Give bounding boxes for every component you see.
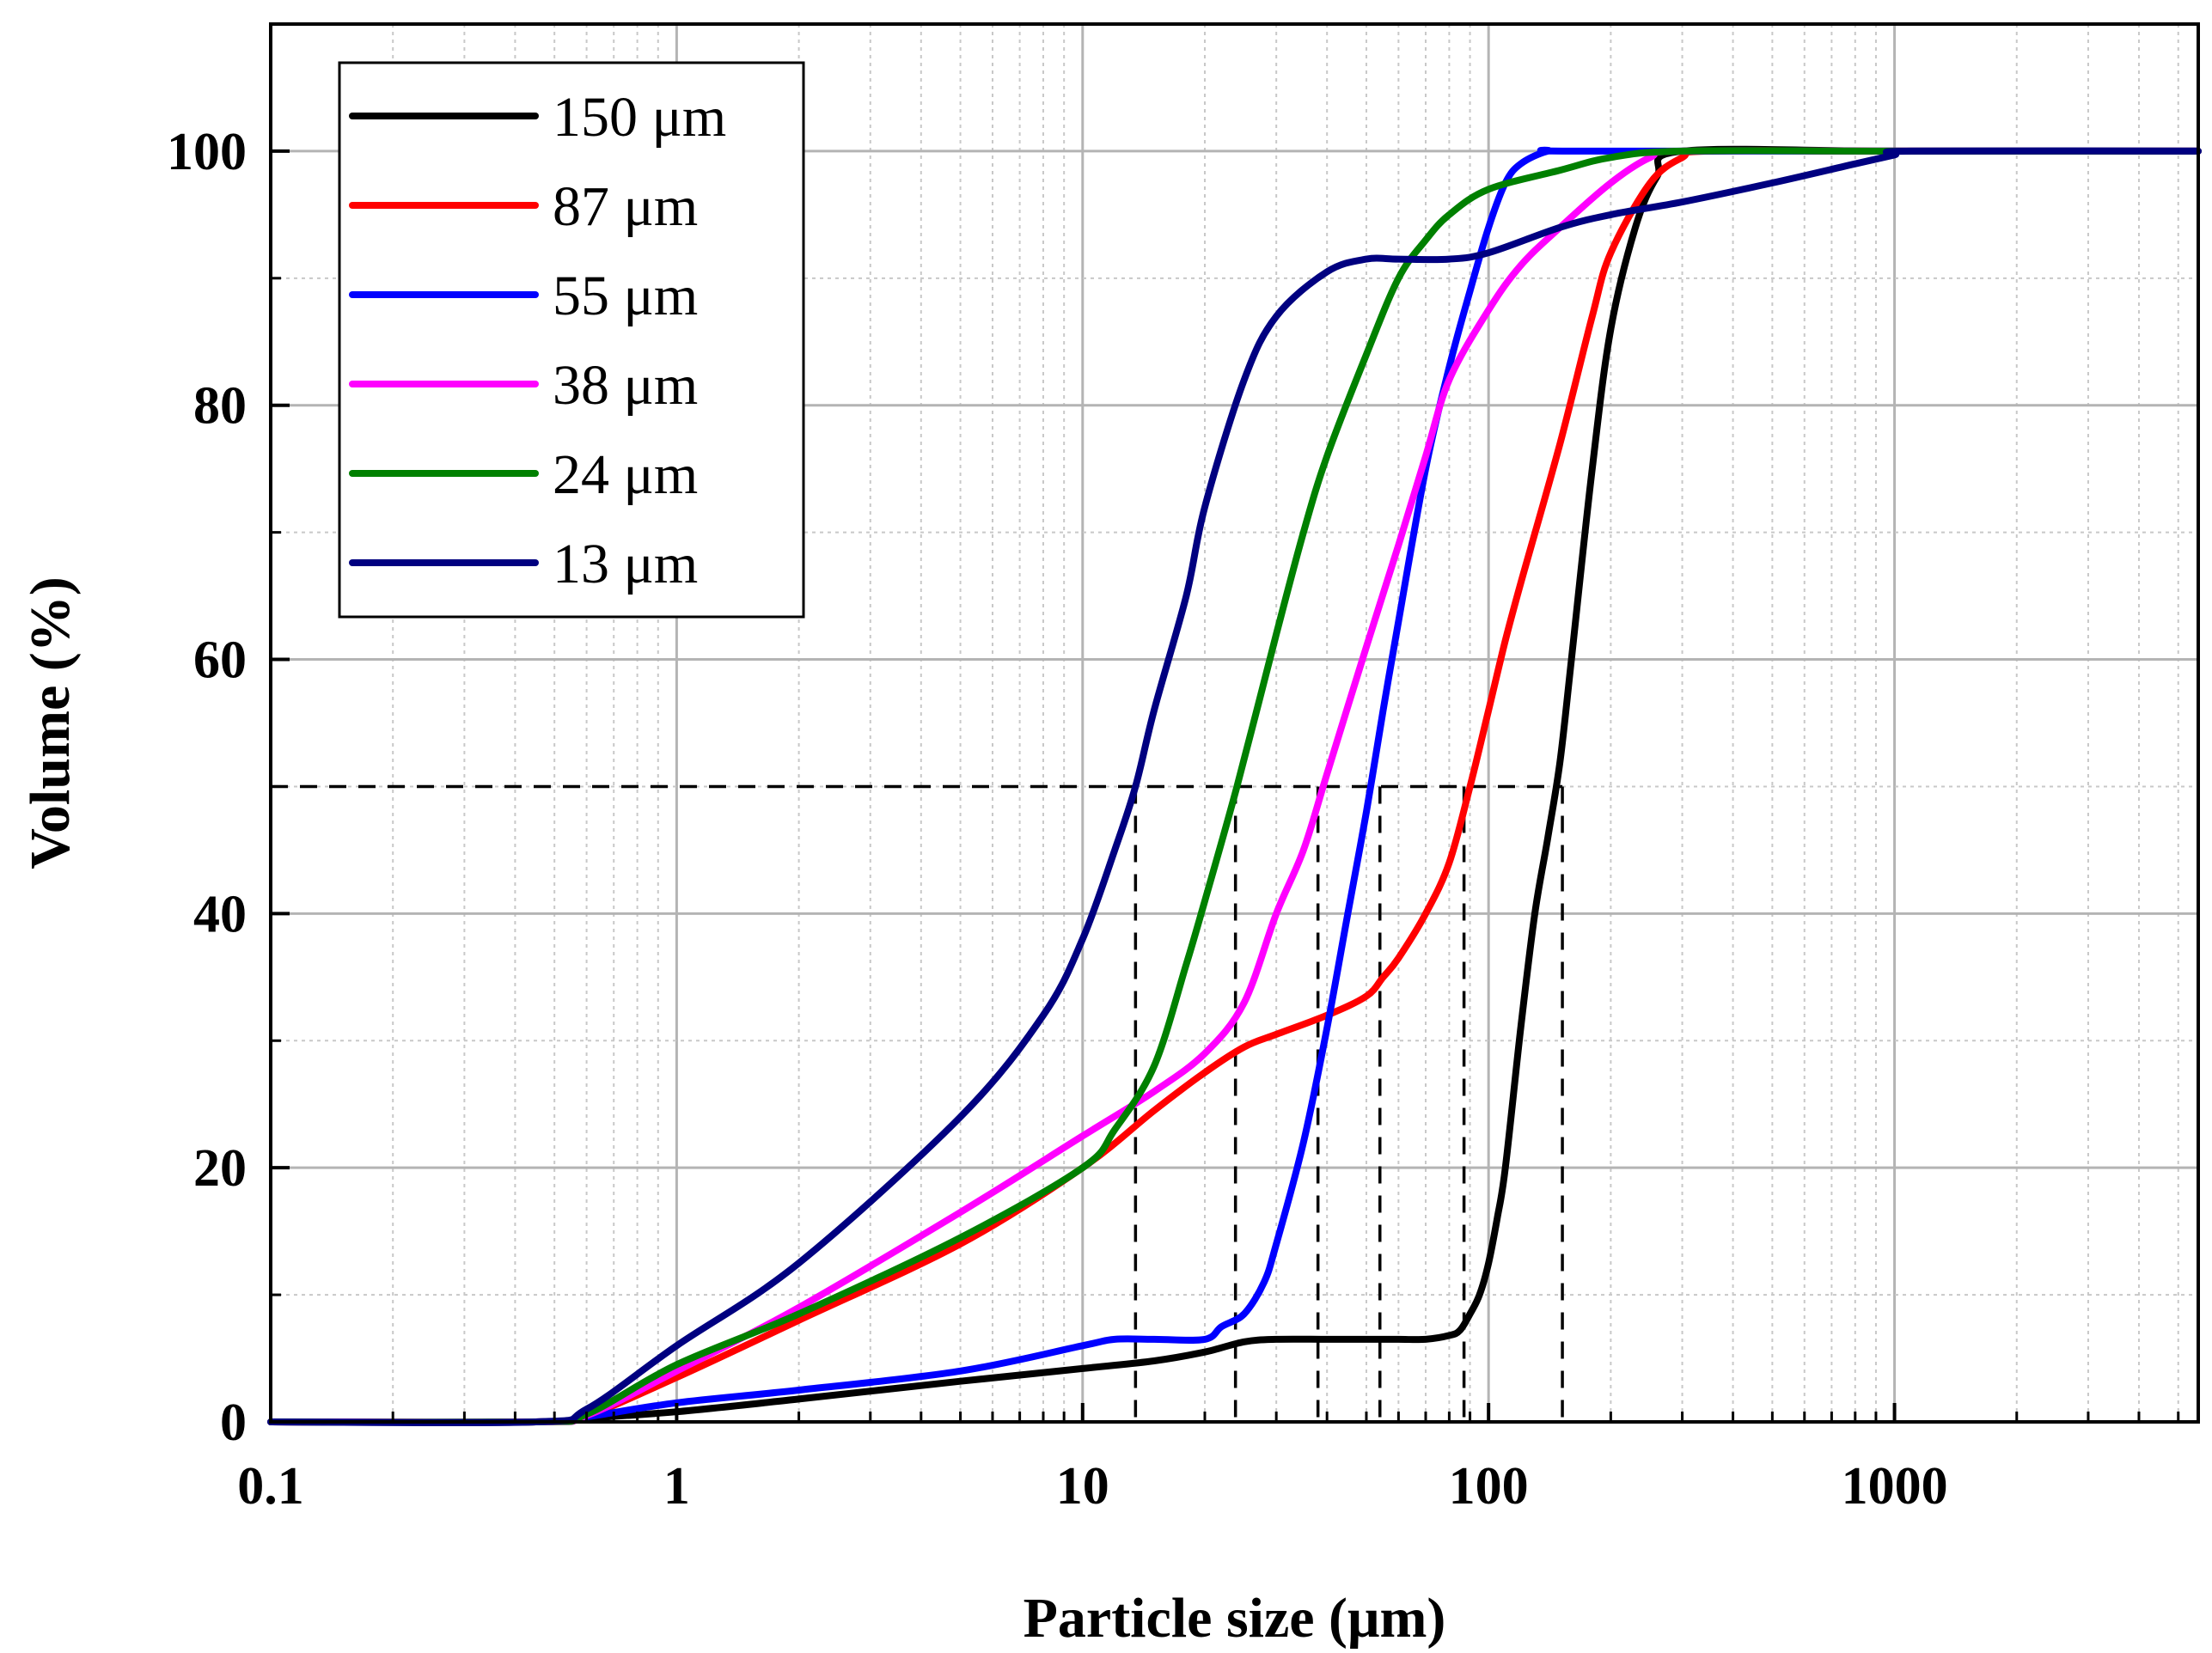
series-line-2 xyxy=(267,147,2202,1426)
series-line-3 xyxy=(267,146,2202,1426)
y-tick-label: 100 xyxy=(167,123,247,181)
x-tick-label: 100 xyxy=(1449,1457,1529,1516)
series-line-5 xyxy=(267,147,2202,1426)
axis-tick-labels: 0.1 1 10 100 1000 0 20 40 60 80 100 xyxy=(167,123,1948,1516)
d50-reference-lines xyxy=(271,784,1564,1422)
y-tick-label: 60 xyxy=(193,631,247,690)
legend: 150 μm 87 μm 55 μm 38 μm 24 μm 13 μm xyxy=(338,61,805,619)
series-line-6 xyxy=(267,147,2202,1427)
plot-frame xyxy=(269,22,2200,1424)
legend-label-3: 55 μm xyxy=(553,265,698,327)
x-tick-label: 1 xyxy=(663,1457,690,1516)
legend-label-1: 150 μm xyxy=(553,86,726,149)
y-tick-label: 0 xyxy=(220,1394,247,1452)
y-tick-label: 20 xyxy=(193,1139,247,1198)
legend-label-4: 38 μm xyxy=(553,354,698,417)
series-lines xyxy=(267,145,2202,1427)
legend-label-2: 87 μm xyxy=(553,175,698,238)
y-tick-label: 80 xyxy=(193,377,247,436)
y-axis-title: Volume (%) xyxy=(19,576,82,869)
y-tick-label: 40 xyxy=(193,885,247,943)
x-axis-title: Particle size (μm) xyxy=(1024,1587,1446,1650)
legend-label-5: 24 μm xyxy=(553,443,698,506)
x-tick-label: 1000 xyxy=(1842,1457,1948,1516)
axis-ticks xyxy=(269,22,2180,1424)
legend-label-6: 13 μm xyxy=(553,533,698,595)
series-line-1 xyxy=(267,145,2202,1426)
x-tick-label: 10 xyxy=(1056,1457,1109,1516)
legend-box xyxy=(338,61,805,619)
x-tick-label: 0.1 xyxy=(237,1457,304,1516)
